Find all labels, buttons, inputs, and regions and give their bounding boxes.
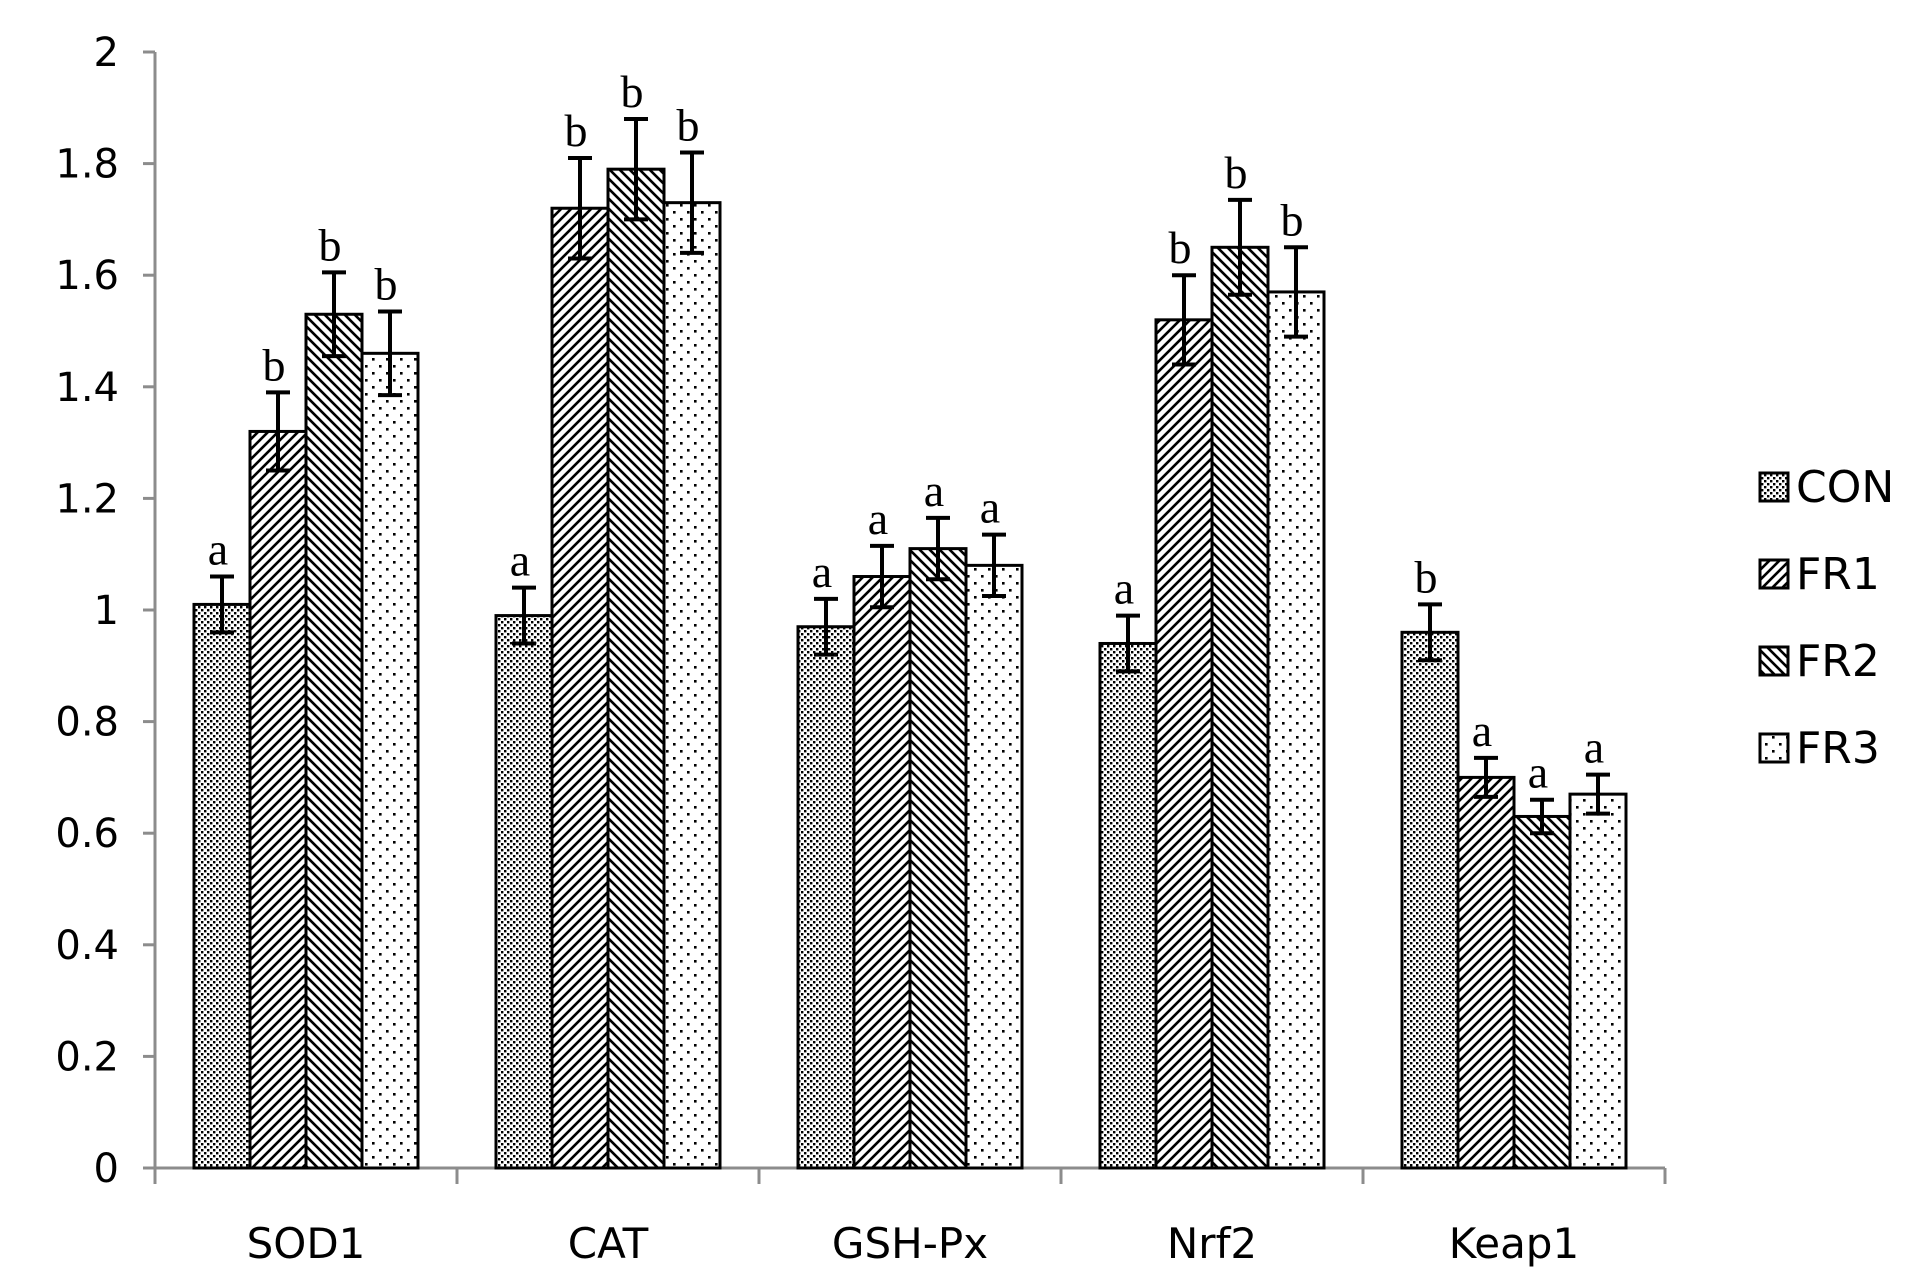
bar-fr1-sod1 [248, 429, 308, 1170]
significance-letter: b [677, 99, 700, 150]
significance-letter: a [208, 524, 228, 575]
bar-fr2-nrf2 [1210, 245, 1270, 1170]
x-category-label: Nrf2 [1167, 1219, 1257, 1268]
bar-con-sod1 [192, 602, 252, 1170]
y-tick-label: 1.6 [55, 253, 119, 299]
significance-letter: a [868, 493, 888, 544]
y-tick-label: 1 [94, 588, 119, 634]
bar-fr2-cat [606, 167, 666, 1170]
legend-label-fr1: FR1 [1796, 549, 1880, 600]
bar-con-cat [494, 614, 554, 1170]
legend-label-fr3: FR3 [1796, 723, 1880, 774]
y-tick-label: 0 [94, 1146, 119, 1192]
x-category-label: GSH-Px [832, 1219, 988, 1268]
bar-fr2-keap1 [1512, 814, 1572, 1170]
y-tick-label: 0.4 [55, 923, 119, 969]
significance-letter: b [565, 105, 588, 156]
bar-con-keap1 [1400, 630, 1460, 1170]
bar-fr3-nrf2 [1266, 290, 1326, 1170]
bar-fr3-cat [662, 201, 722, 1170]
significance-letter: b [1169, 222, 1192, 273]
bar-fr3-keap1 [1568, 792, 1628, 1170]
significance-letter: b [375, 258, 398, 309]
significance-letter: b [263, 339, 286, 390]
bar-fr1-keap1 [1456, 775, 1516, 1170]
bar-fr1-gsh-px [852, 575, 912, 1170]
bar-con-gsh-px [796, 625, 856, 1170]
bar-fr1-nrf2 [1154, 318, 1214, 1170]
significance-letter: a [980, 482, 1000, 533]
legend-swatch-con [1758, 471, 1790, 503]
significance-letter: b [1415, 551, 1438, 602]
y-tick-label: 0.2 [55, 1034, 119, 1080]
y-tick-label: 0.8 [55, 700, 119, 746]
bar-fr3-sod1 [360, 351, 420, 1170]
bar-fr2-sod1 [304, 312, 364, 1170]
significance-letter: a [812, 546, 832, 597]
significance-letter: a [1472, 705, 1492, 756]
bar-con-nrf2 [1098, 641, 1158, 1170]
bar-fr1-cat [550, 206, 610, 1170]
legend-label-fr2: FR2 [1796, 636, 1880, 687]
significance-letter: b [621, 66, 644, 117]
significance-letter: a [1584, 722, 1604, 773]
y-tick-label: 1.8 [55, 142, 119, 188]
y-tick-label: 2 [94, 30, 119, 76]
legend-swatch-fr3 [1758, 732, 1790, 764]
y-tick-label: 1.4 [55, 365, 119, 411]
x-category-label: Keap1 [1449, 1219, 1579, 1268]
legend-swatch-fr1 [1758, 558, 1790, 590]
significance-letter: a [1528, 747, 1548, 798]
significance-letter: a [510, 535, 530, 586]
x-category-label: SOD1 [247, 1219, 366, 1268]
bar-fr3-gsh-px [964, 563, 1024, 1170]
significance-letter: b [1281, 194, 1304, 245]
bar-fr2-gsh-px [908, 547, 968, 1170]
legend-label-con: CON [1796, 462, 1894, 513]
y-tick-label: 0.6 [55, 811, 119, 857]
legend-swatch-fr2 [1758, 645, 1790, 677]
y-tick-label: 1.2 [55, 476, 119, 522]
significance-letter: a [924, 465, 944, 516]
significance-letter: b [319, 219, 342, 270]
significance-letter: b [1225, 147, 1248, 198]
significance-letter: a [1114, 563, 1134, 614]
legend: CON FR1 FR2 FR3 [1758, 462, 1894, 774]
x-category-label: CAT [568, 1219, 649, 1268]
